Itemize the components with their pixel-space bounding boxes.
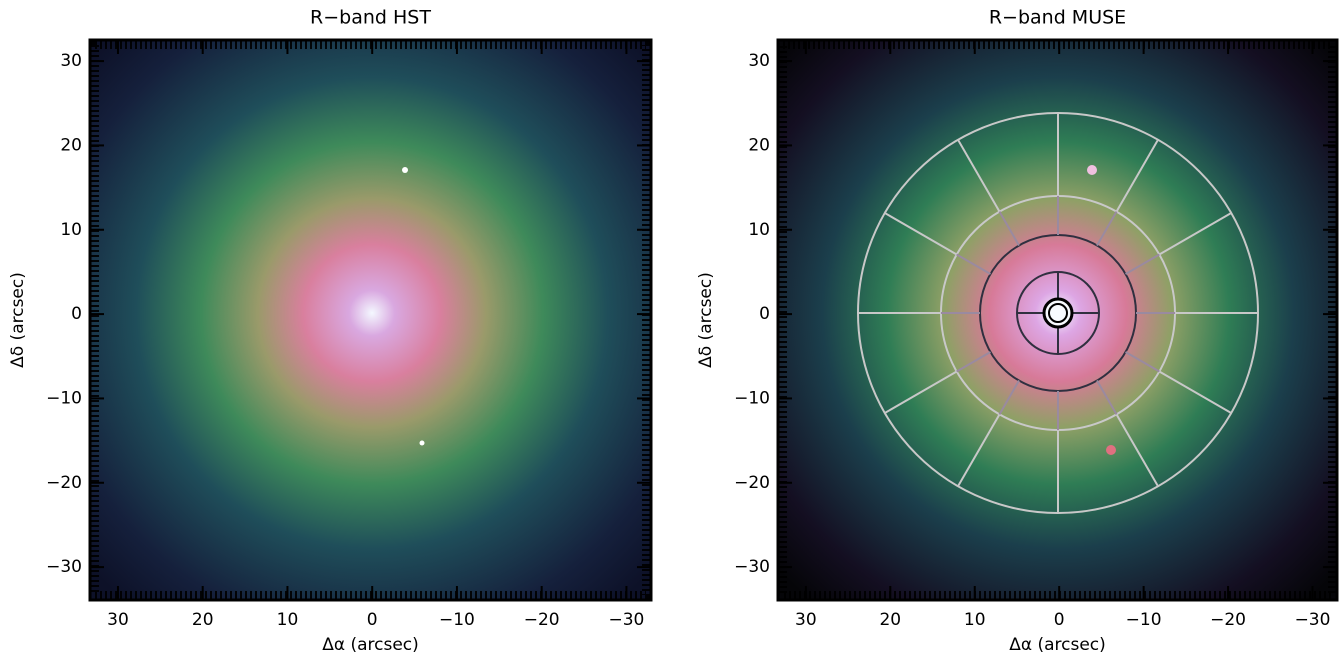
star: [1106, 445, 1116, 455]
aperture-spoke: [1115, 139, 1159, 213]
y-tick-label: 0: [759, 304, 770, 324]
x-tick-label: 20: [879, 610, 901, 630]
panel: R−band HST Δα (arcsec) Δδ (arcsec) 30 20 10 0 −…: [8, 7, 653, 655]
x-tick-label: −20: [524, 610, 560, 630]
y-tick-label: 10: [748, 220, 770, 240]
panel-title: R−band HST: [310, 7, 431, 29]
y-tick-label: −30: [734, 557, 770, 577]
aperture-core: [1048, 303, 1068, 323]
aperture-spoke: [957, 413, 1001, 487]
y-tick-label: 30: [60, 51, 82, 71]
x-tick-label: 10: [277, 610, 299, 630]
y-axis-label: Δδ (arcsec): [696, 272, 716, 368]
y-tick-label: −10: [734, 388, 770, 408]
aperture-spoke: [1096, 380, 1118, 415]
aperture-spoke: [998, 380, 1020, 415]
star: [1087, 165, 1097, 175]
y-tick-label: −20: [46, 473, 82, 493]
aperture-spoke: [1158, 212, 1232, 256]
star: [402, 167, 408, 173]
aperture-spoke: [957, 139, 1001, 213]
x-tick-label: −10: [439, 610, 475, 630]
x-tick-label: 10: [964, 610, 986, 630]
panel: R−band MUSE Δα (arcsec) Δδ (arcsec) 30 20 10 0…: [696, 7, 1339, 655]
aperture-spoke: [956, 351, 991, 373]
x-tick-label: −20: [1210, 610, 1246, 630]
x-tick-label: 30: [107, 610, 129, 630]
frame: [88, 38, 653, 602]
aperture-spoke: [1115, 413, 1159, 487]
aperture-grid: [857, 112, 1259, 514]
y-tick-label: −20: [734, 473, 770, 493]
minor-tick-band: [91, 41, 650, 599]
y-tick-label: −10: [46, 388, 82, 408]
x-tick-label: 30: [795, 610, 817, 630]
aperture-spoke: [884, 370, 958, 414]
aperture-spoke: [1125, 253, 1160, 275]
y-tick-label: 10: [60, 220, 82, 240]
x-tick-label: −30: [608, 610, 644, 630]
x-tick-label: 0: [1054, 610, 1065, 630]
aperture-spoke: [884, 212, 958, 256]
aperture-spoke: [998, 211, 1020, 246]
x-axis-label: Δα (arcsec): [1009, 635, 1106, 655]
aperture-spoke: [956, 253, 991, 275]
y-tick-label: −30: [46, 557, 82, 577]
x-tick-label: −10: [1126, 610, 1162, 630]
y-tick-label: 20: [60, 135, 82, 155]
panel-title: R−band MUSE: [989, 7, 1126, 29]
galaxy-image: [90, 40, 651, 600]
frame: [776, 38, 1339, 602]
y-tick-label: 0: [71, 304, 82, 324]
x-tick-label: 0: [367, 610, 378, 630]
y-tick-label: 20: [748, 135, 770, 155]
aperture-spoke: [1158, 370, 1232, 414]
x-axis-label: Δα (arcsec): [322, 635, 419, 655]
aperture-spoke: [1125, 351, 1160, 373]
x-tick-label: −30: [1295, 610, 1331, 630]
star: [419, 440, 425, 446]
x-tick-label: 20: [192, 610, 214, 630]
y-axis-label: Δδ (arcsec): [8, 272, 28, 368]
aperture-spoke: [1096, 211, 1118, 246]
y-tick-label: 30: [748, 51, 770, 71]
